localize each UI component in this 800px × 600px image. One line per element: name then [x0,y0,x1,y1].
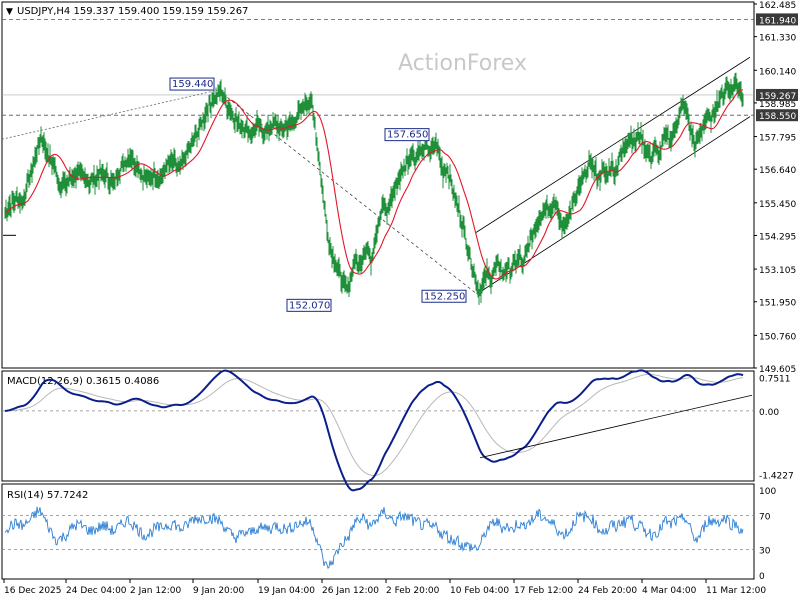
rsi-panel-frame [1,483,755,580]
price-tag-label: 158.550 [759,112,796,122]
price-annotation-label: 152.070 [289,300,330,311]
price-axis-label: 161.330 [759,34,796,44]
macd-header: MACD(12,26,9) 0.3615 0.4086 [7,376,159,387]
time-axis-label: 2 Jan 12:00 [130,586,182,596]
macd-layer [2,369,754,492]
price-axis-label: 154.295 [759,232,796,242]
time-axis-label: 2 Feb 20:00 [386,586,440,596]
price-axis-label: 150.760 [759,332,796,342]
rsi-axis-label: 100 [759,487,776,497]
macd-panel-frame [1,370,755,482]
price-tag-label: 159.267 [759,92,796,102]
price-axis-label: 156.640 [759,166,796,176]
watermark: ActionForex [398,51,527,76]
dotted-trendline [1,89,219,140]
price-annotation-box [286,298,332,312]
rsi-axis-label: 0 [759,572,765,582]
price-panel-frame [1,1,755,369]
channel-upper-line [475,56,751,233]
price-annotation-label: 157.650 [387,130,428,141]
price-axis-label: 149.605 [759,365,796,375]
price-axis-label: 158.985 [759,100,796,110]
price-axis-label: 151.950 [759,299,796,309]
time-axis-label: 10 Feb 04:00 [450,586,509,596]
time-axis-label: 4 Mar 04:00 [642,586,697,596]
symbol-menu-icon[interactable]: ▼ [6,7,13,17]
time-axis-label: 11 Mar 12:00 [706,586,766,596]
rsi-line [4,506,744,570]
rsi-header: RSI(14) 57.7242 [7,490,88,501]
price-annotation-label: 159.440 [172,79,213,90]
price-axis-label: 157.795 [759,134,796,144]
macd-axis-label: 0.7511 [759,374,791,384]
price-annotation-box [421,289,467,303]
time-axis-label: 24 Feb 20:00 [578,586,637,596]
macd-axis-label: -1.4227 [759,471,794,481]
symbol-header: USDJPY,H4 159.337 159.400 159.159 159.26… [17,6,248,17]
rsi-axis-label: 30 [759,547,771,557]
time-axis-label: 9 Jan 20:00 [193,586,245,596]
price-annotation-label: 152.250 [424,291,465,302]
price-layer: 159.440 157.650 152.070 152.250 [1,19,754,312]
rsi-axis-label: 70 [759,513,771,523]
macd-main-line [4,369,744,492]
axis-layer: 162.485 161.330 160.140 158.985 157.795 156.6… [3,1,798,596]
time-axis-label: 19 Jan 04:00 [258,586,315,596]
macd-trendline [479,394,753,459]
price-axis-label: 153.105 [759,266,796,276]
price-tag-box [756,109,798,122]
macd-axis-label: 0.00 [759,408,779,418]
price-tag-label: 161.940 [759,16,796,26]
price-tag-box [756,13,798,26]
moving-average-line [4,89,744,280]
price-axis-label: 160.140 [759,67,796,77]
time-axis-label: 24 Dec 04:00 [66,586,127,596]
price-tag-box [756,88,798,101]
price-annotation-box [169,77,215,91]
time-axis-label: 16 Dec 2025 [4,586,62,596]
price-axis-label: 155.450 [759,200,796,210]
time-axis-label: 26 Jan 12:00 [322,586,379,596]
time-axis-label: 17 Feb 12:00 [514,586,573,596]
price-annotation-box [384,128,430,142]
rsi-layer [2,506,754,570]
price-axis-label: 162.485 [759,1,796,11]
